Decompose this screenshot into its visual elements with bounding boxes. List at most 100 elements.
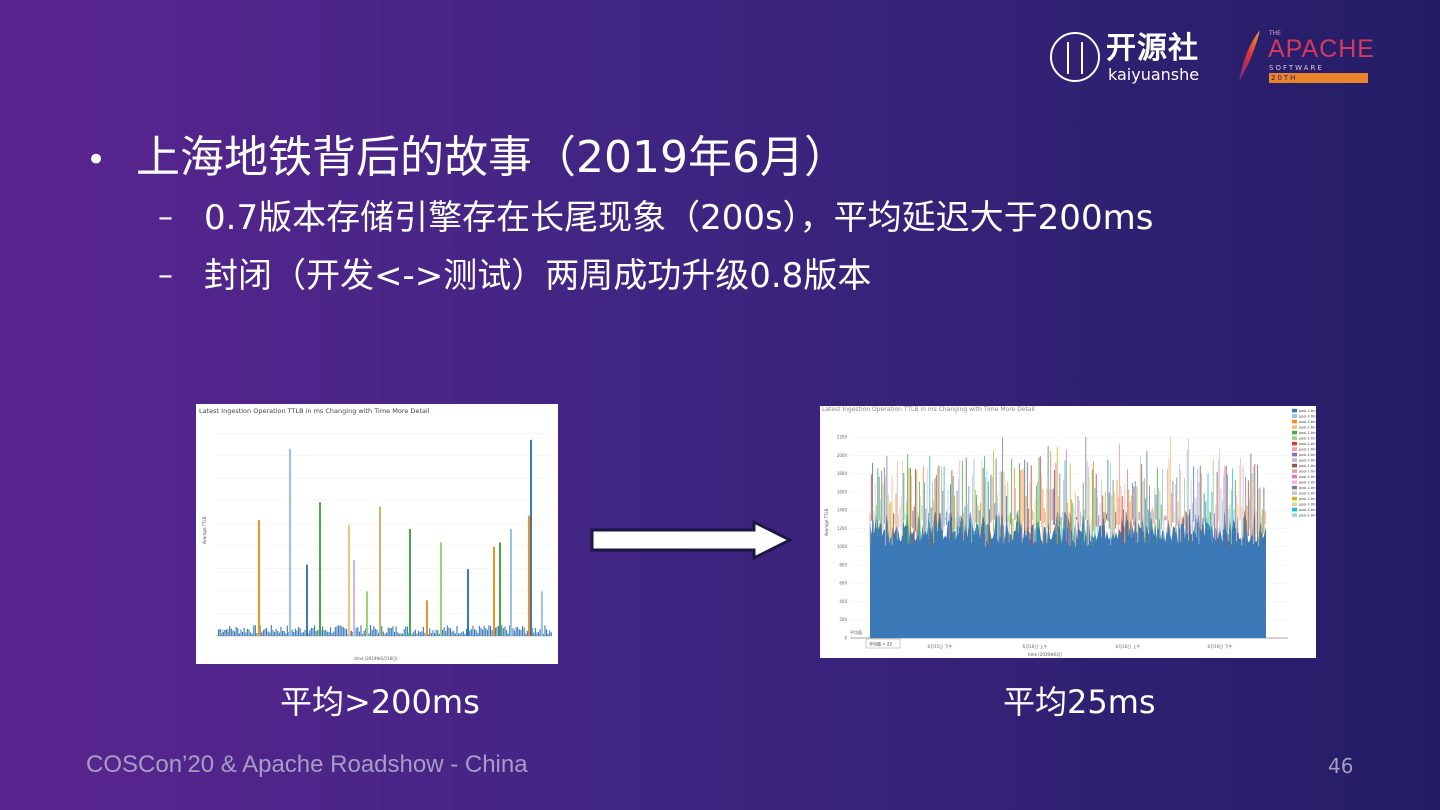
chart-after-legend-swatch: [1292, 485, 1297, 490]
chart-after-ytick: 800: [839, 562, 847, 567]
chart-before-spike: [467, 569, 469, 636]
chart-before-bar: [424, 632, 426, 636]
chart-before-bar: [430, 633, 432, 636]
chart-before-bar: [490, 626, 492, 636]
chart-before-xlabel: time (2019年6月18日): [354, 655, 398, 661]
chart-before-spike: [348, 524, 350, 636]
chart-after-legend-label: pool-1-thread-3: [1299, 420, 1316, 424]
chart-before-bar: [277, 631, 279, 636]
chart-before-bar: [243, 627, 245, 636]
chart-before-bar: [376, 629, 378, 636]
chart-before-bar: [264, 629, 266, 636]
chart-after-ytick: 1600: [837, 489, 848, 494]
chart-before-bar: [542, 633, 544, 636]
chart-before-bar: [242, 631, 244, 636]
chart-after-xlabel: time (2019年6月): [1028, 651, 1063, 657]
chart-before-bar: [358, 631, 360, 636]
chart-before-bar: [531, 628, 533, 636]
chart-before-bar: [371, 629, 373, 636]
chart-before-bar: [482, 629, 484, 636]
chart-before-bar: [507, 633, 509, 636]
chart-after-legend-swatch: [1292, 502, 1297, 506]
chart-before-spike: [258, 520, 260, 636]
kaiyuanshe-cn-text: 开源社: [1106, 31, 1199, 66]
chart-before-bar: [469, 630, 471, 636]
chart-before-bar: [411, 633, 413, 636]
chart-after-title: Latest Ingestion Operation TTLB in ms Ch…: [822, 406, 1035, 413]
chart-before-bar: [280, 627, 282, 636]
chart-after-xtick: 6月16日 上午: [1116, 643, 1141, 649]
chart-before-bar: [459, 633, 461, 636]
chart-before-bar: [478, 625, 480, 636]
chart-after-legend-swatch: [1292, 441, 1297, 446]
chart-after-legend-label: pool-1-thread-17: [1299, 497, 1316, 501]
chart-before-bar: [341, 626, 343, 636]
sub2-dash: –: [158, 258, 173, 293]
chart-before-bar: [267, 631, 269, 636]
chart-after-legend-label: pool-1-thread-4: [1299, 426, 1316, 430]
chart-after-xtick: 6月16日 上午: [1023, 643, 1048, 649]
chart-before-bar: [491, 630, 493, 636]
chart-before-bar: [486, 629, 488, 636]
chart-before-bar: [394, 631, 396, 636]
chart-before-bar: [434, 633, 436, 636]
chart-before-bar: [470, 629, 472, 636]
chart-after-legend-label: pool-1-thread-13: [1299, 475, 1316, 479]
chart-after-ytick: 1800: [837, 471, 848, 476]
chart-before-bar: [230, 628, 232, 636]
apache-anniversary-text: 20TH ANNIVERSARY: [1269, 73, 1368, 92]
chart-before-bar: [248, 629, 250, 636]
chart-before-bar: [523, 627, 525, 636]
sub1-dash: –: [158, 200, 173, 235]
chart-before: Latest Ingestion Operation TTLB in ms Ch…: [196, 404, 558, 664]
chart-before-bar: [515, 627, 517, 636]
chart-before-bar: [382, 631, 384, 636]
chart-before-spike: [353, 560, 355, 636]
chart-before-bar: [291, 629, 293, 636]
chart-before-bar: [494, 627, 496, 636]
chart-before-bar: [374, 628, 376, 636]
chart-after-area: [870, 510, 1266, 638]
chart-before-bar: [517, 626, 519, 636]
chart-before-bar: [261, 632, 263, 636]
chart-before-bar: [456, 626, 458, 636]
chart-after-legend-note: 平均值: [850, 629, 862, 635]
chart-before-bar: [395, 626, 397, 636]
chart-before-bar: [250, 632, 252, 636]
chart-before-bar: [547, 633, 549, 636]
chart-before-bar: [550, 632, 552, 636]
chart-before-bar: [286, 625, 288, 636]
page-title: 上海地铁背后的故事（2019年6月）: [136, 132, 848, 183]
chart-before-bar: [235, 626, 237, 636]
sub-point-2: 封闭（开发<->测试）两周成功升级0.8版本: [204, 256, 872, 296]
chart-before-bar: [339, 625, 341, 636]
chart-after-ytick: 2000: [837, 453, 848, 458]
chart-after-svg: Latest Ingestion Operation TTLB in ms Ch…: [822, 406, 1316, 657]
chart-before-svg: Latest Ingestion Operation TTLB in ms Ch…: [199, 407, 552, 661]
chart-before-spike: [530, 439, 532, 636]
chart-before-bar: [221, 632, 223, 636]
chart-after-legend-swatch: [1292, 419, 1297, 424]
chart-before-bar: [266, 627, 268, 636]
chart-after-ytick: 1000: [837, 544, 848, 549]
chart-before-bar: [546, 629, 548, 636]
chart-before-bar: [386, 632, 388, 636]
chart-before-bar: [416, 633, 418, 636]
chart-before-bar: [322, 626, 324, 636]
chart-before-bar: [518, 629, 520, 636]
chart-after-legend-label: pool-1-thread-15: [1299, 486, 1316, 490]
caption-after: 平均25ms: [1003, 683, 1156, 721]
chart-before-bar: [448, 627, 450, 636]
chart-after-legend-swatch: [1292, 507, 1297, 512]
chart-before-bar: [338, 625, 340, 636]
chart-before-bar: [293, 631, 295, 636]
chart-before-bar: [240, 629, 242, 636]
caption-before: 平均>200ms: [280, 683, 480, 721]
chart-before-bar: [400, 633, 402, 636]
chart-before-bar: [485, 627, 487, 636]
chart-after-legend-swatch: [1292, 469, 1297, 473]
chart-before-bar: [474, 629, 476, 636]
chart-before-spike: [306, 564, 308, 636]
chart-after-legend-label: pool-1-thread-10: [1299, 459, 1316, 463]
chart-before-bar: [269, 632, 271, 636]
